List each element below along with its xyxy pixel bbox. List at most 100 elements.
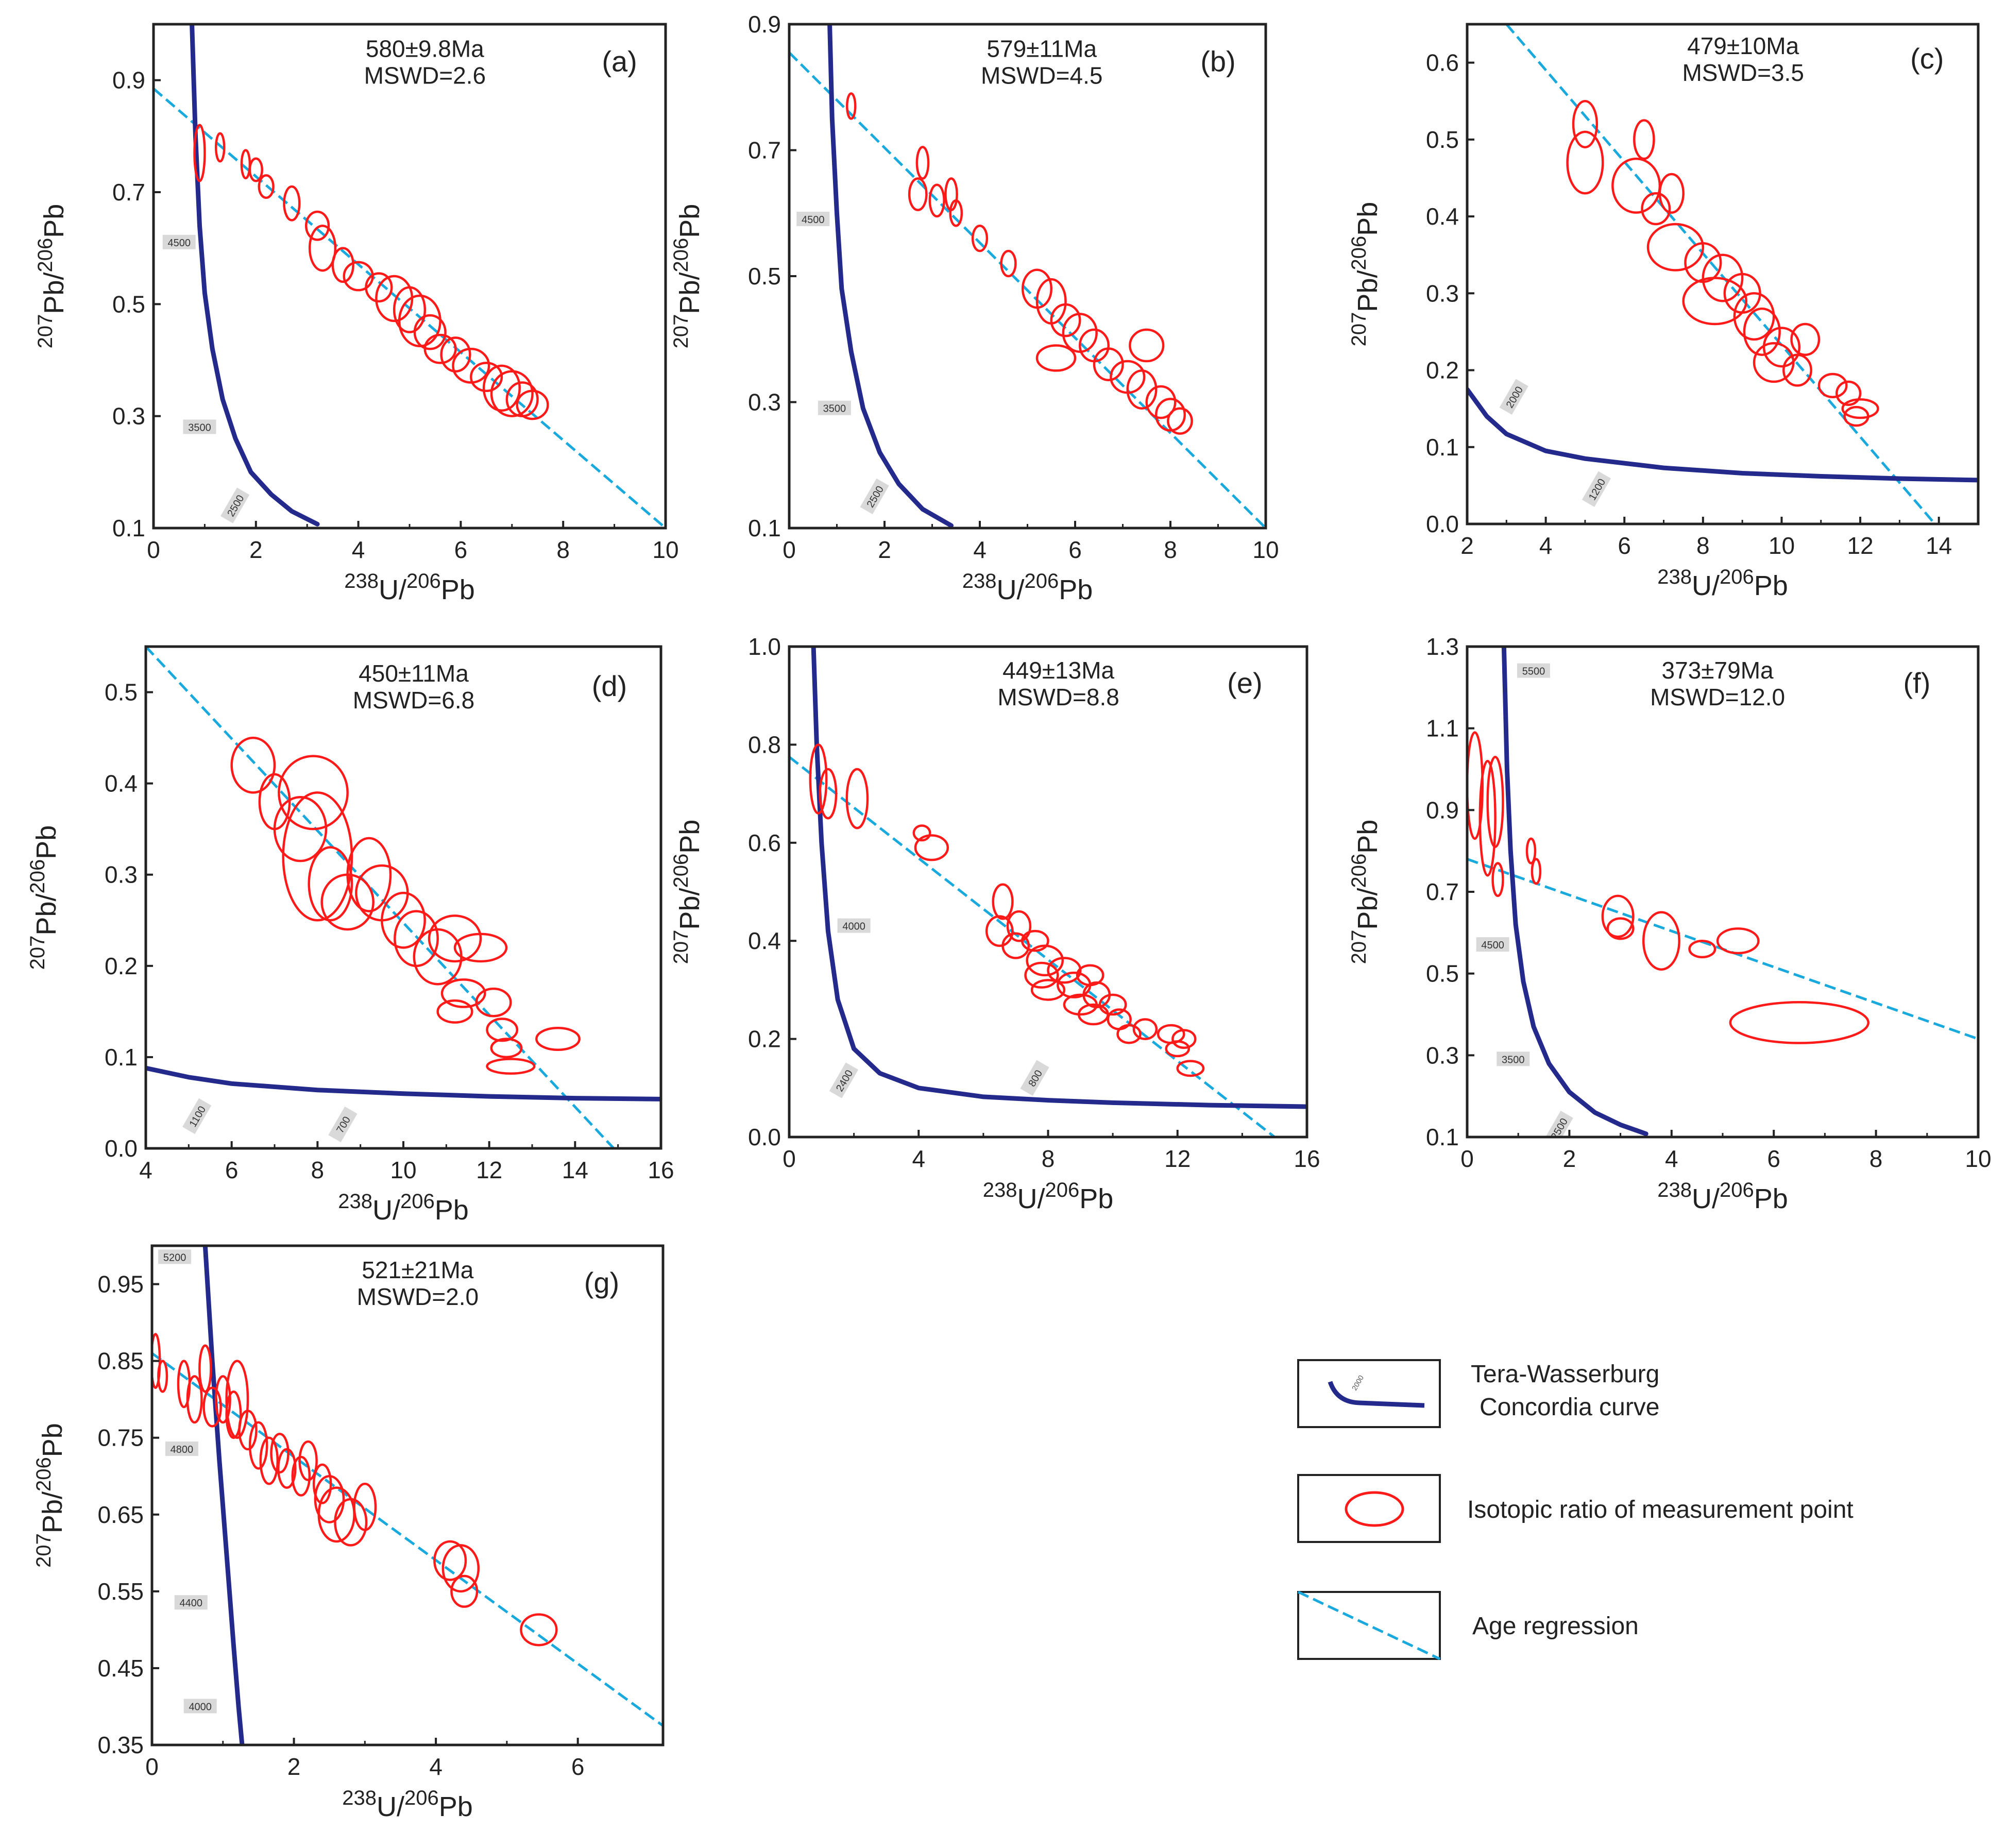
measurement-ellipse — [225, 1360, 249, 1439]
x-axis-label-part: 206 — [1045, 1179, 1079, 1201]
measurement-ellipse — [334, 1498, 368, 1547]
concordia-curve — [190, 24, 320, 527]
plot-area: 1100 700 — [146, 647, 661, 1148]
y-axis-label-part: 207 — [26, 936, 49, 970]
concordia-age-label-text: 4400 — [180, 1598, 203, 1609]
x-tick-label: 14 — [1926, 532, 1952, 559]
measurement-ellipse — [423, 333, 457, 364]
y-tick-label: 0.5 — [105, 679, 138, 706]
y-tick-label: 0.5 — [748, 263, 781, 290]
concordia-age-label-bg — [829, 1062, 859, 1098]
measurement-ellipse — [535, 1026, 581, 1051]
measurement-ellipse — [846, 92, 857, 120]
measurement-ellipse — [298, 1440, 318, 1481]
measurement-ellipse — [1641, 192, 1671, 226]
x-tick-label: 0 — [147, 536, 160, 563]
measurement-ellipse — [436, 999, 473, 1024]
x-tick-label: 10 — [390, 1157, 416, 1183]
y-tick-label: 0.4 — [105, 770, 138, 797]
measurement-ellipse — [819, 768, 838, 820]
measurement-ellipse — [1606, 917, 1635, 940]
y-axis-label: 207Pb/206Pb — [670, 820, 705, 964]
measurement-ellipse — [1729, 1001, 1869, 1044]
x-tick-label: 0 — [783, 1145, 796, 1172]
measurement-ellipse — [1093, 347, 1124, 381]
concordia-age-label: 4800 — [165, 1442, 198, 1456]
measurement-ellipse — [440, 978, 486, 1008]
measurement-ellipse — [450, 1574, 479, 1608]
measurement-ellipse — [1817, 372, 1848, 399]
x-tick-label: 0 — [1460, 1145, 1474, 1172]
x-tick-label: 6 — [1068, 536, 1082, 563]
concordia-age-label: 3500 — [183, 419, 216, 434]
x-tick-label: 8 — [1696, 532, 1710, 559]
measurement-ellipse — [845, 768, 869, 829]
measurement-ellipse — [1001, 932, 1030, 959]
y-tick-label: 0.2 — [1426, 357, 1459, 384]
concordia-age-label: 2500 — [220, 487, 250, 523]
x-tick-label: 4 — [139, 1157, 152, 1183]
concordia-age-label: 4500 — [1476, 937, 1509, 952]
panel-label: (a) — [602, 45, 637, 78]
measurement-ellipse — [308, 846, 353, 922]
measurement-ellipse — [985, 915, 1014, 947]
concordia-curve — [811, 647, 1307, 1109]
age-annotation: 449±13Ma — [1002, 657, 1114, 684]
age-annotation: 373±79Ma — [1662, 657, 1774, 684]
concordia-age-label-text: 3500 — [1502, 1054, 1525, 1065]
x-axis-label-part: Pb — [435, 1195, 469, 1226]
y-axis-label-part: 206 — [1348, 236, 1370, 270]
concordia-age-label-bg — [220, 487, 250, 523]
plot-area: 4000 2400 800 — [789, 647, 1307, 1137]
measurement-ellipse — [353, 1482, 377, 1531]
x-axis-label-part: 206 — [1720, 566, 1754, 588]
measurement-ellipse — [1733, 292, 1775, 341]
concordia-age-label: 2500 — [860, 478, 889, 515]
y-tick-label: 0.0 — [1426, 511, 1459, 537]
x-tick-label: 2 — [878, 536, 891, 563]
legend-regression-line — [1297, 1590, 1441, 1660]
measurement-ellipse — [470, 362, 503, 393]
y-axis-label-part: 207 — [670, 314, 692, 349]
panel-f: 5500 4500 3500 2500 0 2 4 6 8 10 0.1 0.3 0.5 0.7 0.9 1.… — [1348, 633, 1992, 1214]
measurement-ellipse — [198, 1344, 212, 1393]
concordia-age-label-inner: 2400 — [829, 1062, 859, 1098]
x-axis-label-part: 238 — [1657, 1179, 1692, 1201]
measurement-ellipse — [490, 370, 534, 417]
x-axis-label-part: 238 — [338, 1190, 372, 1213]
x-tick-label: 10 — [1769, 532, 1795, 559]
y-tick-label: 0.3 — [1426, 280, 1459, 307]
concordia-age-label: 4500 — [162, 234, 196, 249]
measurement-ellipse — [1841, 398, 1879, 419]
measurement-ellipse — [273, 795, 328, 862]
panel-label: (g) — [584, 1266, 619, 1299]
measurement-ellipse — [1611, 157, 1661, 214]
concordia-age-label-inner: 2500 — [1544, 1110, 1573, 1137]
mswd-annotation: MSWD=12.0 — [1650, 684, 1785, 710]
y-axis-label: 207Pb/206Pb — [1348, 202, 1383, 347]
concordia-age-label-text: 4500 — [802, 214, 825, 226]
measurement-ellipse — [1486, 755, 1504, 848]
panel-frame — [1466, 23, 1980, 525]
concordia-age-label: 4000 — [183, 1699, 217, 1714]
measurement-ellipse — [1753, 342, 1795, 383]
x-tick-label: 12 — [1164, 1145, 1191, 1172]
y-axis-label: 207Pb/206Pb — [34, 204, 70, 349]
x-axis-label: 238U/206Pb — [962, 570, 1093, 605]
measurement-ellipse — [441, 1544, 480, 1593]
x-tick-label: 14 — [562, 1157, 588, 1183]
panel-a: 4500 3500 2500 0 2 4 6 8 10 0.1 0.3 0.5 0.7 0.9 238U/2… — [34, 23, 679, 605]
x-tick-label: 8 — [1164, 536, 1177, 563]
measurement-ellipse — [440, 336, 471, 372]
age-annotation: 450±11Ma — [359, 660, 469, 687]
regression-line — [1505, 24, 1936, 524]
measurement-ellipse — [433, 1540, 467, 1581]
x-axis-label-part: Pb — [441, 574, 475, 605]
measurement-ellipse — [1126, 369, 1158, 410]
y-axis-label-part: Pb/ — [37, 1491, 68, 1533]
legend-regression: Age regression — [1297, 1590, 1639, 1660]
x-tick-label: 6 — [1767, 1145, 1780, 1172]
concordia-age-label-bg — [182, 1098, 212, 1134]
regression-line — [789, 52, 1266, 528]
legend-concordia-label-line2: Concordia curve — [1480, 1394, 1660, 1421]
